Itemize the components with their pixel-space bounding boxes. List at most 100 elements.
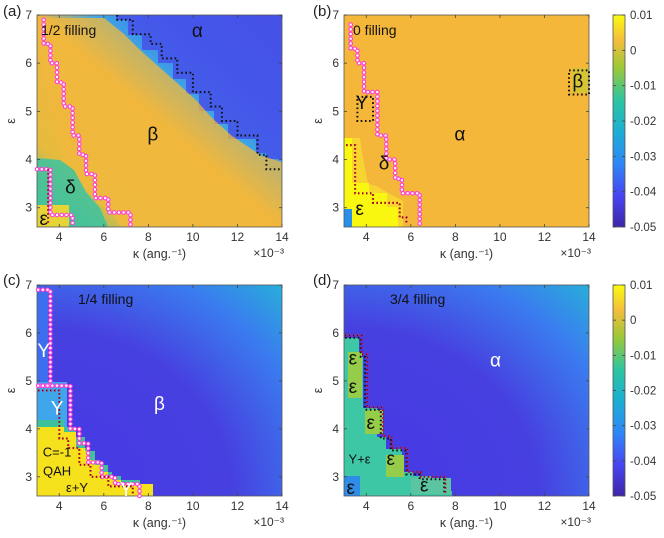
y-axis-label: ε (311, 118, 325, 124)
chart-title: 3/4 filling (390, 291, 445, 307)
chart-title: 0 filling (353, 22, 397, 38)
phase-label: α (454, 124, 465, 145)
y-tick-label: 4 (25, 422, 32, 436)
colorbar-tick-label: 0 (630, 315, 636, 327)
colorbar-ticks: 0.01 0 -0.01 -0.02 -0.03 -0.04 -0.05 (613, 280, 657, 503)
x-axis-exponent: ×10⁻³ (560, 246, 591, 260)
x-tick-label: 6 (100, 499, 107, 513)
y-tick-label: 6 (332, 326, 339, 340)
phase-boundary-red (38, 389, 134, 494)
phase-boundary-circles-inner (36, 384, 141, 498)
colorbar-tick-label: -0.04 (630, 456, 657, 468)
y-tick-label: 6 (25, 326, 32, 340)
x-axis-exponent: ×10⁻³ (253, 246, 284, 260)
yellow-region (37, 18, 282, 227)
x-tick-label: 14 (582, 499, 596, 513)
epsilon-region (344, 138, 398, 227)
y-axis-label: ε (4, 387, 18, 393)
x-tick-label: 8 (145, 230, 152, 244)
x-tick-label: 6 (407, 499, 414, 513)
boundaries (35, 287, 142, 499)
colorbar-tick-label: -0.03 (630, 151, 656, 163)
phase-label: β (572, 71, 583, 92)
y-tick-label: 5 (25, 104, 32, 118)
phase-label: Υ (37, 341, 50, 362)
phase-label: C=-1 (43, 444, 72, 459)
panel-b: α β Υδ ε 4 6 8 10 12 14 3 4 5 6 7 κ (ang.⁻¹) ×10⁻³ ε 0 f… (311, 8, 596, 261)
plot-frame (36, 14, 283, 228)
x-tick-label: 10 (493, 230, 507, 244)
phase-label: α (192, 21, 203, 42)
y-tick-label: 3 (332, 201, 339, 215)
y-tick-label: 5 (332, 104, 339, 118)
panel-letter-c: (c) (3, 272, 21, 289)
beta-region (572, 68, 589, 93)
phase-label: ε (366, 413, 375, 434)
boundaries (34, 15, 282, 230)
phase-boundary-black (356, 95, 374, 122)
phase-boundary-circles-inner (36, 288, 52, 387)
x-tick-label: 10 (186, 499, 200, 513)
phase-label: ε (420, 475, 429, 496)
boundaries (345, 334, 447, 494)
blue-corner (344, 476, 360, 496)
colorbar-tick-label: -0.02 (630, 386, 656, 398)
panel-letter-b: (b) (313, 3, 331, 20)
x-tick-label: 14 (275, 499, 289, 513)
phase-label: Υ (120, 480, 133, 501)
phase-boundary-black (568, 69, 590, 96)
y-tick-label: 7 (25, 278, 32, 292)
x-axis-label: κ (ang.⁻¹) (133, 247, 186, 261)
x-tick-label: 4 (363, 499, 370, 513)
x-axis-label: κ (ang.⁻¹) (440, 247, 493, 261)
panel-c: β Υ Υ C=-1 QAH ε+Υ Υ 4 6 8 10 12 14 3 4 5 6 7 κ (ang.⁻¹) ×… (4, 278, 289, 530)
eps-box-4 (411, 478, 451, 494)
phase-label: α (490, 351, 501, 372)
y-tick-label: 5 (25, 374, 32, 388)
x-tick-label: 14 (582, 230, 596, 244)
epsilon-region (344, 338, 452, 496)
y-axis-label: ε (311, 387, 325, 393)
x-tick-label: 14 (275, 230, 289, 244)
phase-label: Υ (51, 399, 64, 420)
y-axis-label: ε (4, 118, 18, 124)
y-tick-label: 3 (25, 201, 32, 215)
x-tick-label: 8 (452, 499, 459, 513)
axes: 4 6 8 10 12 14 3 4 5 6 7 κ (ang.⁻¹) ×10⁻³ ε (4, 278, 289, 530)
phase-boundary-circles-inner (42, 18, 132, 229)
chart-title: 1/2 filling (41, 22, 96, 38)
eps-box-1 (348, 352, 362, 398)
plot-frame (343, 284, 590, 497)
colorbar-tick-label: -0.05 (630, 491, 656, 503)
x-axis-exponent: ×10⁻³ (560, 515, 591, 529)
panel-letter-d: (d) (313, 272, 331, 289)
eps-box-2 (365, 410, 383, 434)
y-tick-label: 7 (332, 8, 339, 22)
y-tick-label: 6 (25, 56, 32, 70)
phase-label: ε (346, 478, 355, 499)
axes: 4 6 8 10 12 14 3 4 5 6 7 κ (ang.⁻¹) ×10⁻³ ε (311, 278, 596, 530)
boundaries (346, 22, 590, 227)
colorbar-tick-label: -0.03 (630, 421, 656, 433)
axes: 4 6 8 10 12 14 3 4 5 6 7 κ (ang.⁻¹) ×10⁻³ ε (4, 8, 289, 261)
phase-boundary-circles-inner (349, 23, 421, 226)
upsilon-strip (37, 290, 48, 382)
colorbar-top: 0.01 0 -0.01 -0.02 -0.03 -0.04 -0.05 (612, 10, 657, 234)
x-axis-label: κ (ang.⁻¹) (133, 516, 186, 530)
x-tick-label: 10 (186, 230, 200, 244)
y-tick-label: 4 (332, 153, 339, 167)
phase-label: QAH (43, 463, 71, 478)
phase-label: Υ+ε (349, 451, 371, 466)
phase-label: ε+Υ (66, 480, 88, 495)
y-tick-label: 3 (332, 470, 339, 484)
colorbar-tick-label: -0.01 (630, 81, 656, 93)
y-tick-label: 4 (25, 153, 32, 167)
phase-labels: α β Υδ ε (355, 71, 583, 220)
phase-label: δ (65, 177, 76, 198)
y-tick-label: 4 (332, 422, 339, 436)
plot-frame (36, 284, 283, 497)
phase-label: ε (39, 209, 48, 230)
x-tick-label: 12 (538, 499, 552, 513)
